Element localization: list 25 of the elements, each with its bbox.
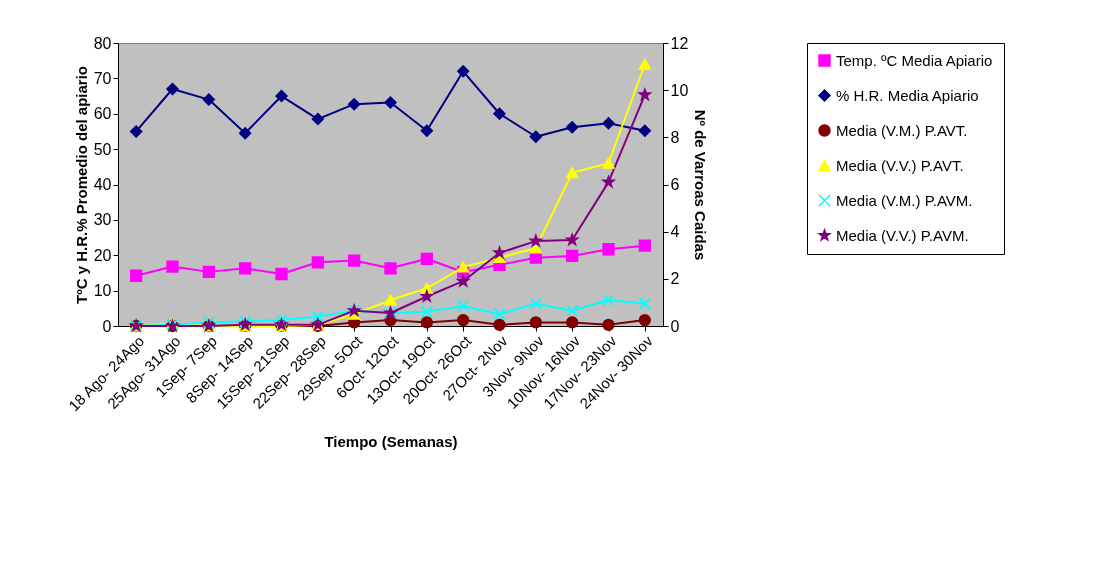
y-tick-label: 0 (102, 317, 112, 335)
legend-label: Media (V.M.) P.AVT. (836, 121, 968, 139)
y2-tick-label: 12 (670, 34, 689, 52)
x-axis-title: Tiempo (Semanas) (324, 432, 458, 450)
y2-tick-label: 10 (670, 81, 689, 99)
legend-label: Temp. ºC Media Apiario (836, 51, 993, 69)
y-tick-label: 30 (93, 211, 112, 229)
y-tick-label: 60 (93, 105, 112, 123)
y2-tick-label: 2 (670, 270, 680, 288)
y-tick-label: 80 (93, 34, 112, 52)
y-axis-title: TºC y H.R.% Promedio del apiario (72, 65, 90, 305)
y2-axis-title: Nº de Varroas Caidas (692, 109, 710, 261)
y-tick-label: 50 (93, 140, 112, 158)
y2-tick-label: 8 (670, 128, 680, 146)
y-tick-label: 10 (93, 282, 112, 300)
y-tick-label: 40 (93, 176, 112, 193)
y2-tick-label: 4 (670, 223, 680, 241)
legend-label: Media (V.M.) P.AVM. (836, 191, 973, 209)
legend-label: Media (V.V.) P.AVM. (836, 226, 969, 244)
legend-label: Media (V.V.) P.AVT. (836, 156, 964, 174)
y2-tick-label: 0 (670, 317, 680, 335)
y2-tick-label: 6 (670, 176, 680, 193)
y-tick-label: 20 (93, 246, 112, 264)
y-tick-label: 70 (93, 69, 112, 87)
legend-label: % H.R. Media Apiario (836, 86, 979, 104)
